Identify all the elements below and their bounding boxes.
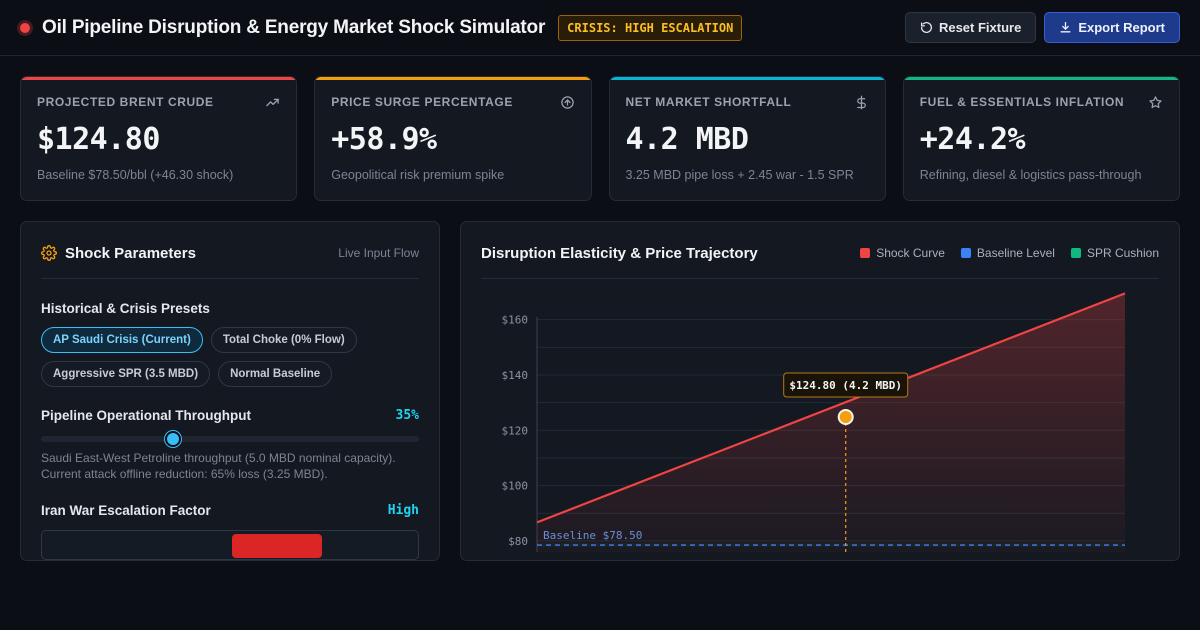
header-actions: Reset Fixture Export Report	[904, 12, 1180, 43]
kpi-card-price-surge: Price Surge Percentage +58.9% Geopolitic…	[314, 76, 592, 201]
y-tick-label: $140	[502, 369, 529, 382]
preset-chip-aggressive-spr[interactable]: Aggressive SPR (3.5 MBD)	[41, 361, 211, 387]
preset-chip-group: AP Saudi Crisis (Current) Total Choke (0…	[41, 327, 381, 387]
kpi-card-brent: Projected Brent Crude $124.80 Baseline $…	[20, 76, 298, 201]
kpi-accent-bar	[21, 77, 297, 80]
legend-label: Shock Curve	[876, 246, 945, 260]
kpi-accent-bar	[903, 77, 1179, 80]
y-tick-label: $80	[508, 535, 528, 548]
highlight-point	[837, 409, 854, 426]
kpi-label: Fuel & Essentials Inflation	[919, 95, 1125, 109]
shock-curve-line	[536, 292, 1126, 524]
live-status-dot	[20, 22, 30, 33]
chart-legend: Shock Curve Baseline Level SPR Cushion	[860, 246, 1159, 260]
y-tick-label: $120	[502, 424, 529, 437]
star-icon	[1149, 96, 1162, 109]
throughput-help: Saudi East-West Petroline throughput (5.…	[41, 450, 419, 482]
shock-parameters-panel: Shock Parameters Live Input Flow Histori…	[20, 221, 440, 561]
reset-fixture-button[interactable]: Reset Fixture	[904, 12, 1037, 43]
divider	[41, 278, 419, 279]
kpi-label: Projected Brent Crude	[37, 95, 214, 109]
preset-chip-total-choke[interactable]: Total Choke (0% Flow)	[210, 327, 357, 353]
kpi-value: +24.2%	[919, 122, 1026, 157]
kpi-value: +58.9%	[331, 122, 437, 157]
legend-swatch	[960, 248, 971, 258]
baseline-annotation: Baseline $78.50	[543, 529, 642, 542]
slider-handle[interactable]	[165, 431, 182, 447]
kpi-accent-bar	[609, 77, 885, 80]
escalation-value: High	[387, 503, 419, 518]
preset-chip-saudi-crisis[interactable]: AP Saudi Crisis (Current)	[41, 327, 203, 353]
price-trajectory-chart: $80 $100 $120 $140 $160 Baseline $78.50 $124.8…	[502, 292, 1126, 552]
throughput-value: 35%	[395, 408, 419, 423]
export-report-button[interactable]: Export Report	[1044, 12, 1180, 43]
preset-chip-normal-baseline[interactable]: Normal Baseline	[218, 361, 333, 387]
live-input-flow-label: Live Input Flow	[338, 246, 419, 260]
panel-title: Shock Parameters	[65, 244, 196, 262]
escalation-label: Iran War Escalation Factor	[41, 503, 211, 518]
kpi-card-shortfall: Net Market Shortfall 4.2 MBD 3.25 MBD pi…	[608, 76, 886, 201]
escalation-row: Iran War Escalation Factor High	[41, 503, 419, 518]
tooltip-text: $124.80 (4.2 MBD)	[789, 379, 902, 392]
kpi-row: Projected Brent Crude $124.80 Baseline $…	[20, 76, 1180, 201]
throughput-help-line: Current attack offline reduction: 65% lo…	[41, 467, 328, 481]
kpi-accent-bar	[315, 77, 591, 80]
arrow-up-circle-icon	[560, 96, 574, 109]
chart-title: Disruption Elasticity & Price Trajectory	[481, 244, 758, 262]
y-tick-label: $160	[502, 314, 529, 327]
kpi-subtext: Geopolitical risk premium spike	[331, 168, 505, 182]
shock-curve-area	[537, 293, 1125, 552]
divider	[481, 278, 1159, 279]
app-header: Oil Pipeline Disruption & Energy Market …	[0, 0, 1200, 56]
legend-label: Baseline Level	[976, 246, 1055, 260]
throughput-row: Pipeline Operational Throughput 35%	[41, 408, 419, 423]
kpi-subtext: Baseline $78.50/bbl (+46.30 shock)	[37, 168, 234, 182]
reset-icon	[920, 21, 932, 33]
legend-label: SPR Cushion	[1086, 246, 1159, 260]
reset-fixture-label: Reset Fixture	[938, 20, 1022, 35]
chart-area: $80 $100 $120 $140 $160 Baseline $78.50 $124.8…	[481, 292, 1161, 557]
panel-header: Shock Parameters Live Input Flow	[41, 242, 419, 264]
page-title: Oil Pipeline Disruption & Energy Market …	[42, 16, 546, 38]
crisis-status-badge: CRISIS: HIGH ESCALATION	[558, 14, 743, 41]
kpi-subtext: 3.25 MBD pipe loss + 2.45 war - 1.5 SPR	[625, 168, 854, 182]
kpi-subtext: Refining, diesel & logistics pass-throug…	[919, 168, 1142, 182]
panel-header: Disruption Elasticity & Price Trajectory…	[481, 242, 1159, 264]
legend-item-baseline-level[interactable]: Baseline Level	[960, 246, 1055, 260]
legend-item-spr-cushion[interactable]: SPR Cushion	[1070, 246, 1159, 260]
y-tick-label: $100	[502, 480, 529, 493]
legend-swatch	[860, 248, 871, 258]
export-report-label: Export Report	[1078, 20, 1165, 35]
escalation-selector[interactable]	[41, 530, 419, 560]
trending-up-icon	[266, 98, 279, 107]
presets-label: Historical & Crisis Presets	[41, 301, 210, 316]
throughput-slider[interactable]	[41, 431, 419, 447]
kpi-label: Net Market Shortfall	[625, 95, 792, 109]
throughput-help-line: Saudi East-West Petroline throughput (5.…	[41, 451, 396, 465]
dollar-icon	[856, 95, 866, 110]
throughput-label: Pipeline Operational Throughput	[41, 408, 252, 423]
legend-item-shock-curve[interactable]: Shock Curve	[860, 246, 945, 260]
escalation-selected-segment[interactable]	[232, 534, 322, 558]
tooltip-box	[783, 372, 909, 398]
gear-icon	[41, 245, 57, 261]
kpi-label: Price Surge Percentage	[331, 95, 513, 109]
download-icon	[1060, 21, 1071, 33]
trajectory-chart-panel: Disruption Elasticity & Price Trajectory…	[460, 221, 1180, 561]
kpi-value: $124.80	[37, 122, 160, 157]
kpi-value: 4.2 MBD	[625, 122, 749, 157]
legend-swatch	[1070, 248, 1081, 258]
kpi-card-inflation: Fuel & Essentials Inflation +24.2% Refin…	[902, 76, 1180, 201]
